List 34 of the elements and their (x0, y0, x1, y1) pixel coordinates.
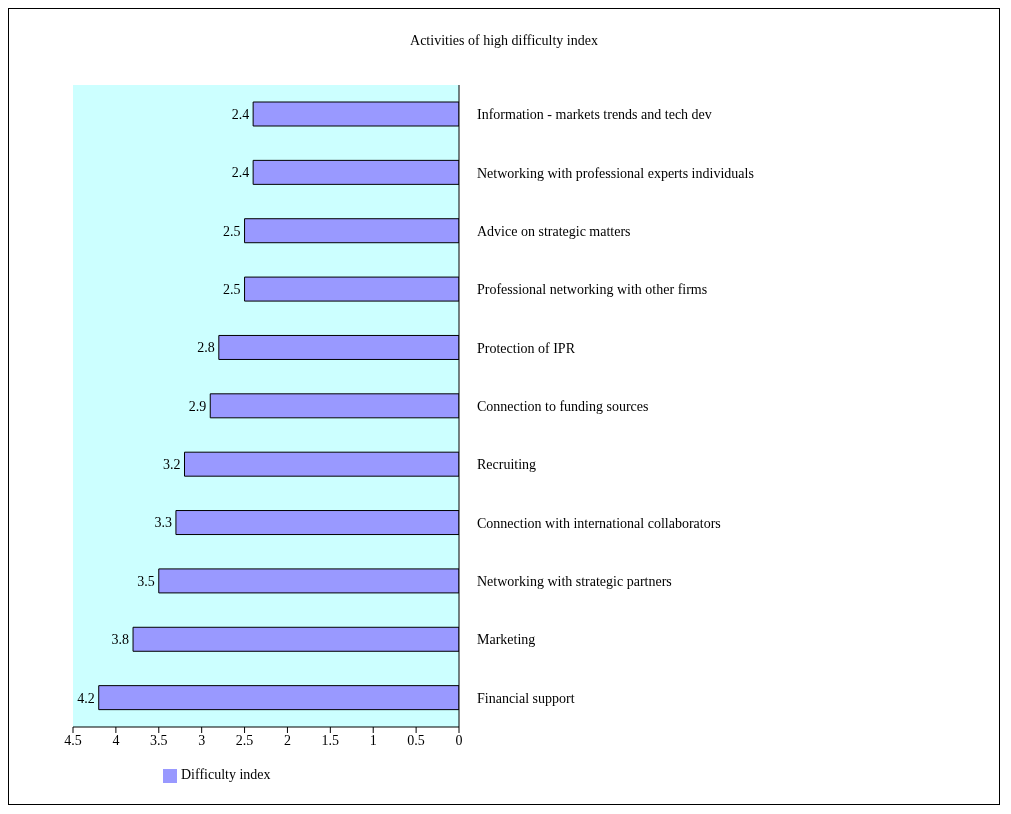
data-label: 3.3 (154, 515, 172, 531)
data-label: 3.5 (137, 573, 155, 589)
data-label: 2.9 (188, 398, 207, 414)
data-label: 2.5 (223, 281, 241, 297)
x-tick-label: 4.5 (64, 732, 82, 748)
y-tick-label: Connection to funding sources (477, 398, 649, 414)
data-label: 4.2 (77, 690, 95, 706)
y-tick-label: Professional networking with other firms (477, 282, 708, 298)
x-tick-label: 0.5 (407, 732, 425, 748)
x-tick-label: 1 (369, 732, 377, 748)
y-tick-label: Protection of IPR (477, 340, 576, 356)
y-tick-label: Recruiting (477, 457, 537, 473)
x-tick-label: 0 (455, 732, 463, 748)
y-tick-label: Advice on strategic matters (477, 223, 631, 239)
y-tick-label: Networking with strategic partners (477, 574, 672, 590)
x-tick-label: 1.5 (321, 732, 340, 748)
x-tick-label: 3.5 (150, 732, 168, 748)
y-tick-label: Marketing (477, 632, 536, 648)
data-label: 2.8 (197, 340, 215, 356)
y-tick-label: Financial support (477, 690, 575, 706)
y-tick-label: Connection with international collaborators (477, 515, 721, 531)
y-tick-label: Information - markets trends and tech dev (477, 107, 712, 123)
data-label: 3.2 (163, 457, 181, 473)
data-label: 2.4 (231, 106, 250, 122)
data-label: 2.4 (231, 165, 250, 181)
x-tick-label: 2.5 (235, 732, 254, 748)
text: Activities of high difficulty index (409, 33, 599, 50)
data-label: 2.5 (223, 223, 241, 239)
data-label: 3.8 (111, 632, 130, 648)
x-tick-label: 2 (283, 732, 291, 748)
x-tick-label: 4 (112, 732, 120, 748)
x-tick-label: 3 (198, 732, 206, 748)
legend-label: Difficulty index (181, 767, 271, 782)
y-tick-label: Networking with professional experts individuals (477, 165, 754, 181)
